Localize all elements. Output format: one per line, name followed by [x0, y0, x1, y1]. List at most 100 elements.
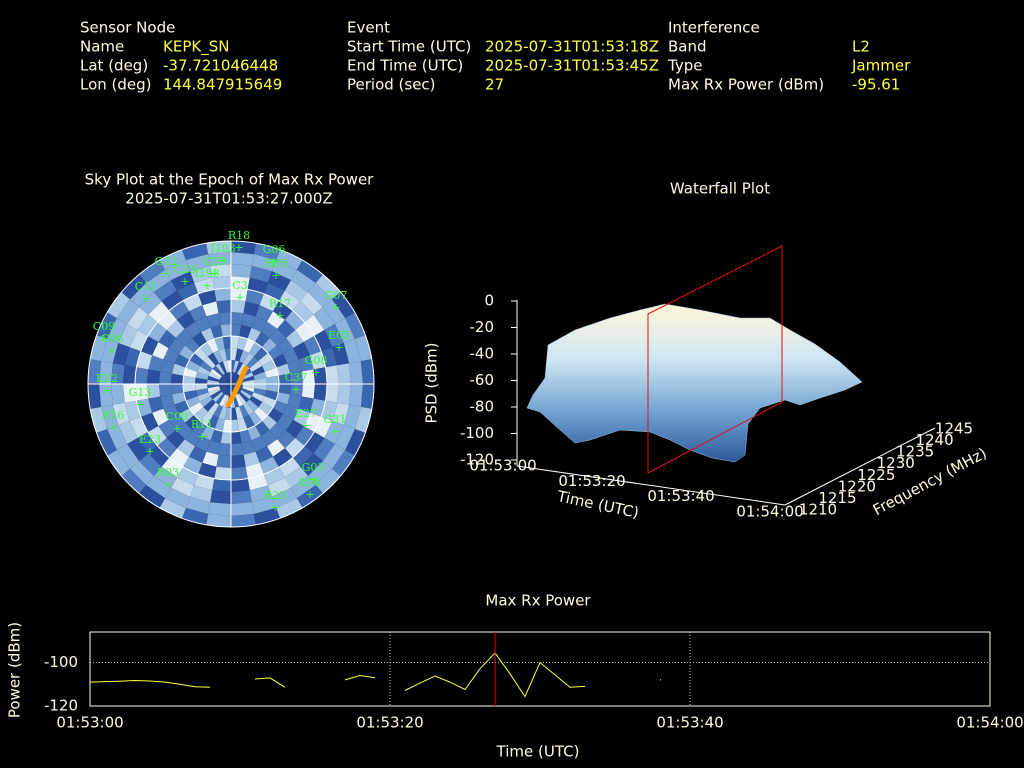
sky-cell [118, 324, 138, 348]
sky-cell [235, 348, 244, 362]
sky-cell [214, 466, 231, 480]
satellite-label: R11 [191, 418, 213, 431]
sky-cell [293, 342, 310, 360]
sky-cell [239, 404, 249, 418]
sky-cell [304, 314, 325, 336]
sky-cell [325, 384, 339, 403]
sky-cell [295, 322, 315, 342]
satellite-marker: + [163, 478, 172, 491]
sky-cell [231, 372, 234, 384]
sky-cell [171, 392, 186, 405]
sky-cell [231, 431, 242, 444]
sky-cell [195, 384, 208, 391]
sky-cell [235, 406, 244, 420]
sky-cell [267, 271, 291, 291]
sky-cell [228, 372, 231, 384]
sky-cell [231, 336, 240, 349]
sky-cell [278, 373, 291, 384]
sky-cell [313, 384, 327, 401]
field-value: 144.847915649 [163, 76, 282, 94]
sky-cell [242, 375, 255, 382]
sky-cell [153, 280, 177, 302]
sky-cell [95, 429, 117, 456]
field-value: -95.61 [852, 76, 900, 94]
sky-cell [163, 348, 179, 364]
sky-cell [148, 301, 170, 323]
sky-cell [219, 384, 231, 390]
sky-cell [219, 379, 231, 384]
satellite-marker: + [301, 419, 310, 432]
sky-cell [277, 414, 294, 431]
sky-cell [277, 319, 296, 338]
sky-cell [148, 396, 164, 413]
sky-cell [355, 406, 373, 434]
sky-cell [253, 371, 267, 380]
sky-cell [161, 457, 183, 478]
field-label: Name [80, 38, 124, 56]
sky-cell [199, 360, 213, 372]
sky-cell [139, 453, 162, 476]
sky-cell [315, 468, 342, 495]
satellite-marker: + [271, 269, 280, 282]
sky-cell [361, 384, 374, 409]
sky-cell [185, 496, 211, 514]
sky-cell [129, 282, 154, 307]
sky-grid [87, 240, 375, 528]
field-value: -37.721046448 [163, 57, 278, 75]
sky-cell [290, 371, 303, 384]
sky-cell [207, 338, 219, 353]
sky-cell [169, 448, 189, 468]
section-title: Event [347, 19, 390, 37]
sky-cell [292, 445, 314, 467]
sky-cell [254, 377, 267, 384]
sky-cell [322, 299, 346, 324]
time-tick-label: 01:53:00 [469, 457, 536, 475]
y-tick-label: -100 [44, 653, 78, 671]
sky-cell [231, 312, 244, 325]
z-tick-label: -20 [470, 318, 495, 336]
sky-cell [231, 407, 238, 420]
satellite-label: C09 [93, 320, 115, 333]
field-label: Lat (deg) [80, 57, 148, 75]
sky-cell [267, 408, 283, 423]
sky-cell [152, 408, 169, 426]
sky-cell [159, 498, 186, 520]
satellite-marker: + [275, 309, 284, 322]
sky-cell [181, 508, 209, 526]
time-axis-label: Time (UTC) [555, 487, 641, 522]
y-tick-label: -120 [44, 697, 78, 715]
sky-cell [258, 353, 273, 366]
sky-cell [249, 411, 262, 426]
sky-cell [222, 395, 229, 408]
sky-cell [240, 390, 252, 400]
sky-cell [243, 301, 260, 317]
sky-cell [123, 384, 137, 403]
sky-cell [259, 456, 279, 475]
sky-cell [267, 345, 283, 360]
sky-cell [200, 411, 213, 426]
sky-cell [251, 496, 277, 514]
sky-cell [116, 444, 140, 469]
satellite-marker: + [161, 267, 170, 280]
satellite-label: I198 [194, 267, 219, 280]
sky-cell [135, 367, 149, 384]
sky-cell [255, 305, 273, 322]
sky-cell [249, 342, 262, 357]
sky-cell [228, 384, 231, 396]
sky-cell [200, 342, 213, 357]
sky-cell [206, 241, 231, 254]
x-axis-label: Time (UTC) [496, 743, 580, 761]
sky-cell [222, 336, 231, 349]
sky-cell [231, 514, 256, 527]
sky-cell [218, 312, 231, 325]
sky-cell [285, 310, 305, 330]
sky-cell [208, 252, 231, 266]
satellite-marker: + [210, 267, 219, 280]
data-line [89, 652, 661, 698]
satellite-label: E27 [295, 407, 317, 420]
sky-cell [212, 478, 231, 492]
sky-cell [157, 310, 177, 330]
sky-cell [241, 440, 256, 455]
sky-cell [201, 425, 215, 441]
satellite-marker: + [234, 241, 243, 254]
